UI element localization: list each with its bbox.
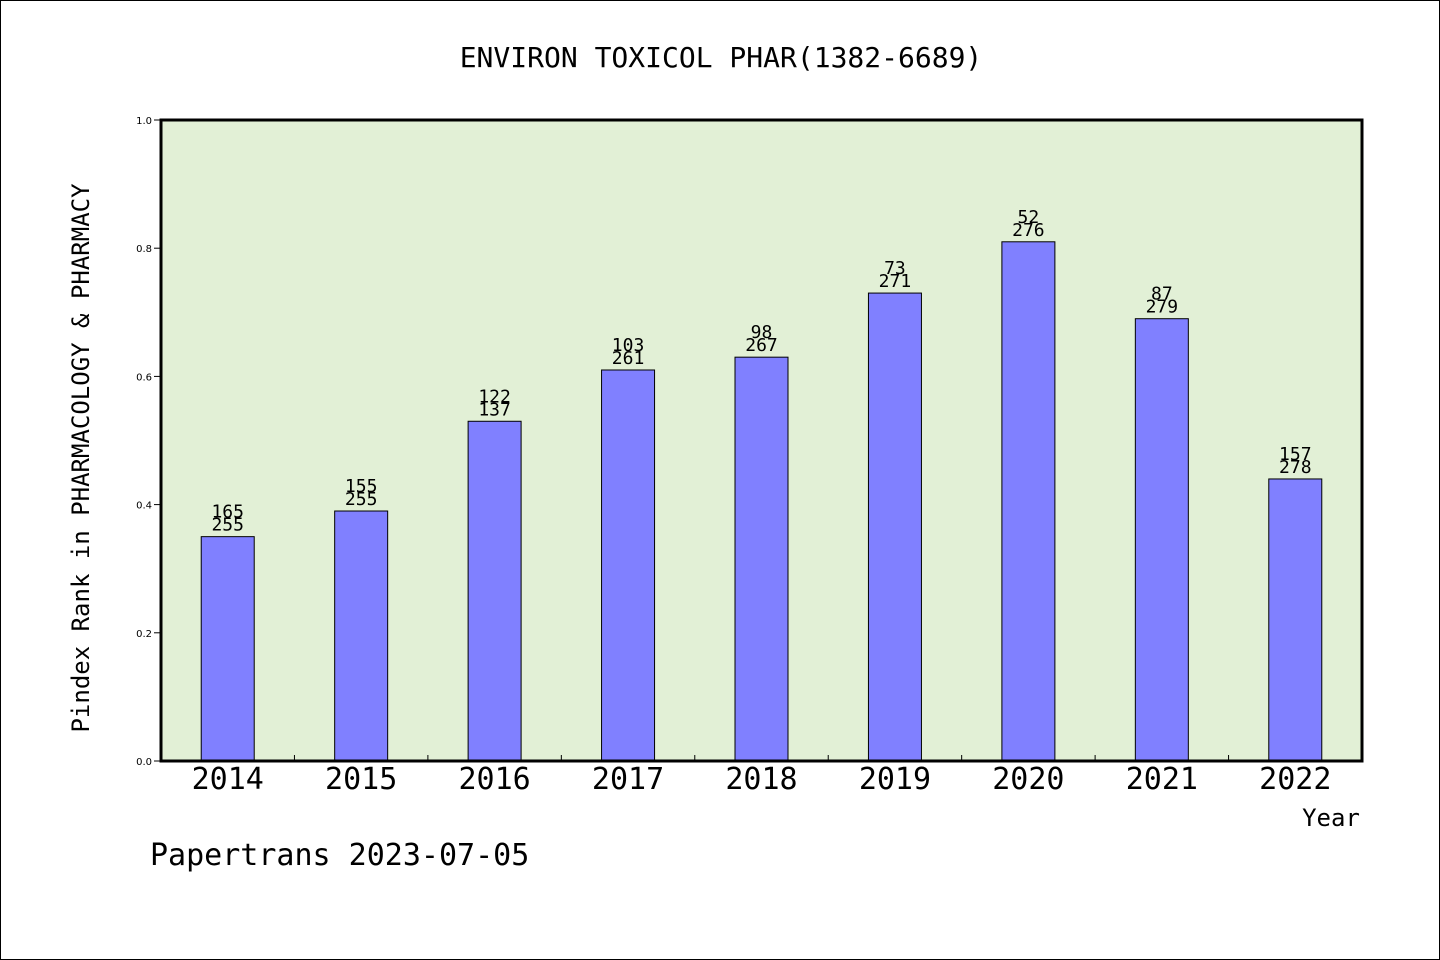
x-tick-label-2019: 2019 xyxy=(859,762,931,797)
y-tick-label-0.0: 0.0 xyxy=(136,757,152,768)
chart-title: ENVIRON TOXICOL PHAR(1382-6689) xyxy=(460,41,983,74)
bar-2016 xyxy=(467,420,522,762)
total-label-2018: 267 xyxy=(745,335,778,356)
rank-label-2019: 73 xyxy=(884,258,906,279)
total-label-2017: 261 xyxy=(612,348,645,369)
y-tick-label-0.4: 0.4 xyxy=(136,501,152,512)
y-axis-title: Pindex Rank in PHARMACOLOGY & PHARMACY xyxy=(67,183,95,733)
bars-group xyxy=(200,241,1323,762)
x-axis-title: Year xyxy=(1302,804,1360,832)
y-tick-label-0.8: 0.8 xyxy=(136,244,152,255)
data-labels-group: 1652551552551221371032619826773271522768… xyxy=(211,207,1311,536)
plot-frame xyxy=(159,118,1364,763)
rank-label-2018: 98 xyxy=(751,322,773,343)
bar-2018 xyxy=(734,356,789,762)
y-tick-label-1.0: 1.0 xyxy=(136,116,152,127)
rank-label-2016: 122 xyxy=(478,386,511,407)
x-tick-label-2022: 2022 xyxy=(1259,762,1331,797)
bar-2019 xyxy=(867,292,922,762)
rank-label-2017: 103 xyxy=(612,335,645,356)
x-tick-label-2020: 2020 xyxy=(992,762,1064,797)
rank-label-2015: 155 xyxy=(345,476,378,497)
bar-2017 xyxy=(601,369,656,762)
bar-2022 xyxy=(1268,478,1323,762)
footer-text: Papertrans 2023-07-05 xyxy=(150,838,529,873)
y-axis: 0.0 0.2 0.4 0.6 0.8 1.0 xyxy=(136,116,161,768)
bar-2020 xyxy=(1001,241,1056,762)
y-tick-label-0.6: 0.6 xyxy=(136,372,152,383)
x-tick-label-2014: 2014 xyxy=(192,762,264,797)
x-tick-label-2015: 2015 xyxy=(325,762,397,797)
total-label-2014: 255 xyxy=(211,515,244,536)
x-tick-label-2017: 2017 xyxy=(592,762,664,797)
x-axis: 2014 2015 2016 2017 2018 2019 2020 2021 2022 xyxy=(192,755,1331,797)
total-label-2021: 279 xyxy=(1146,297,1179,318)
total-label-2020: 276 xyxy=(1012,220,1045,241)
bar-2014 xyxy=(200,536,255,762)
y-tick-label-0.2: 0.2 xyxy=(136,629,152,640)
x-tick-label-2018: 2018 xyxy=(725,762,797,797)
x-tick-label-2016: 2016 xyxy=(458,762,530,797)
bar-2015 xyxy=(334,510,389,762)
rank-label-2021: 87 xyxy=(1151,284,1173,305)
total-label-2019: 271 xyxy=(879,271,912,292)
rank-label-2014: 165 xyxy=(211,502,244,523)
total-label-2016: 137 xyxy=(478,399,511,420)
bar-2021 xyxy=(1134,318,1189,762)
total-label-2015: 255 xyxy=(345,489,378,510)
x-tick-label-2021: 2021 xyxy=(1126,762,1198,797)
rank-label-2022: 157 xyxy=(1279,444,1312,465)
total-label-2022: 278 xyxy=(1279,457,1312,478)
rank-label-2020: 52 xyxy=(1018,207,1040,228)
